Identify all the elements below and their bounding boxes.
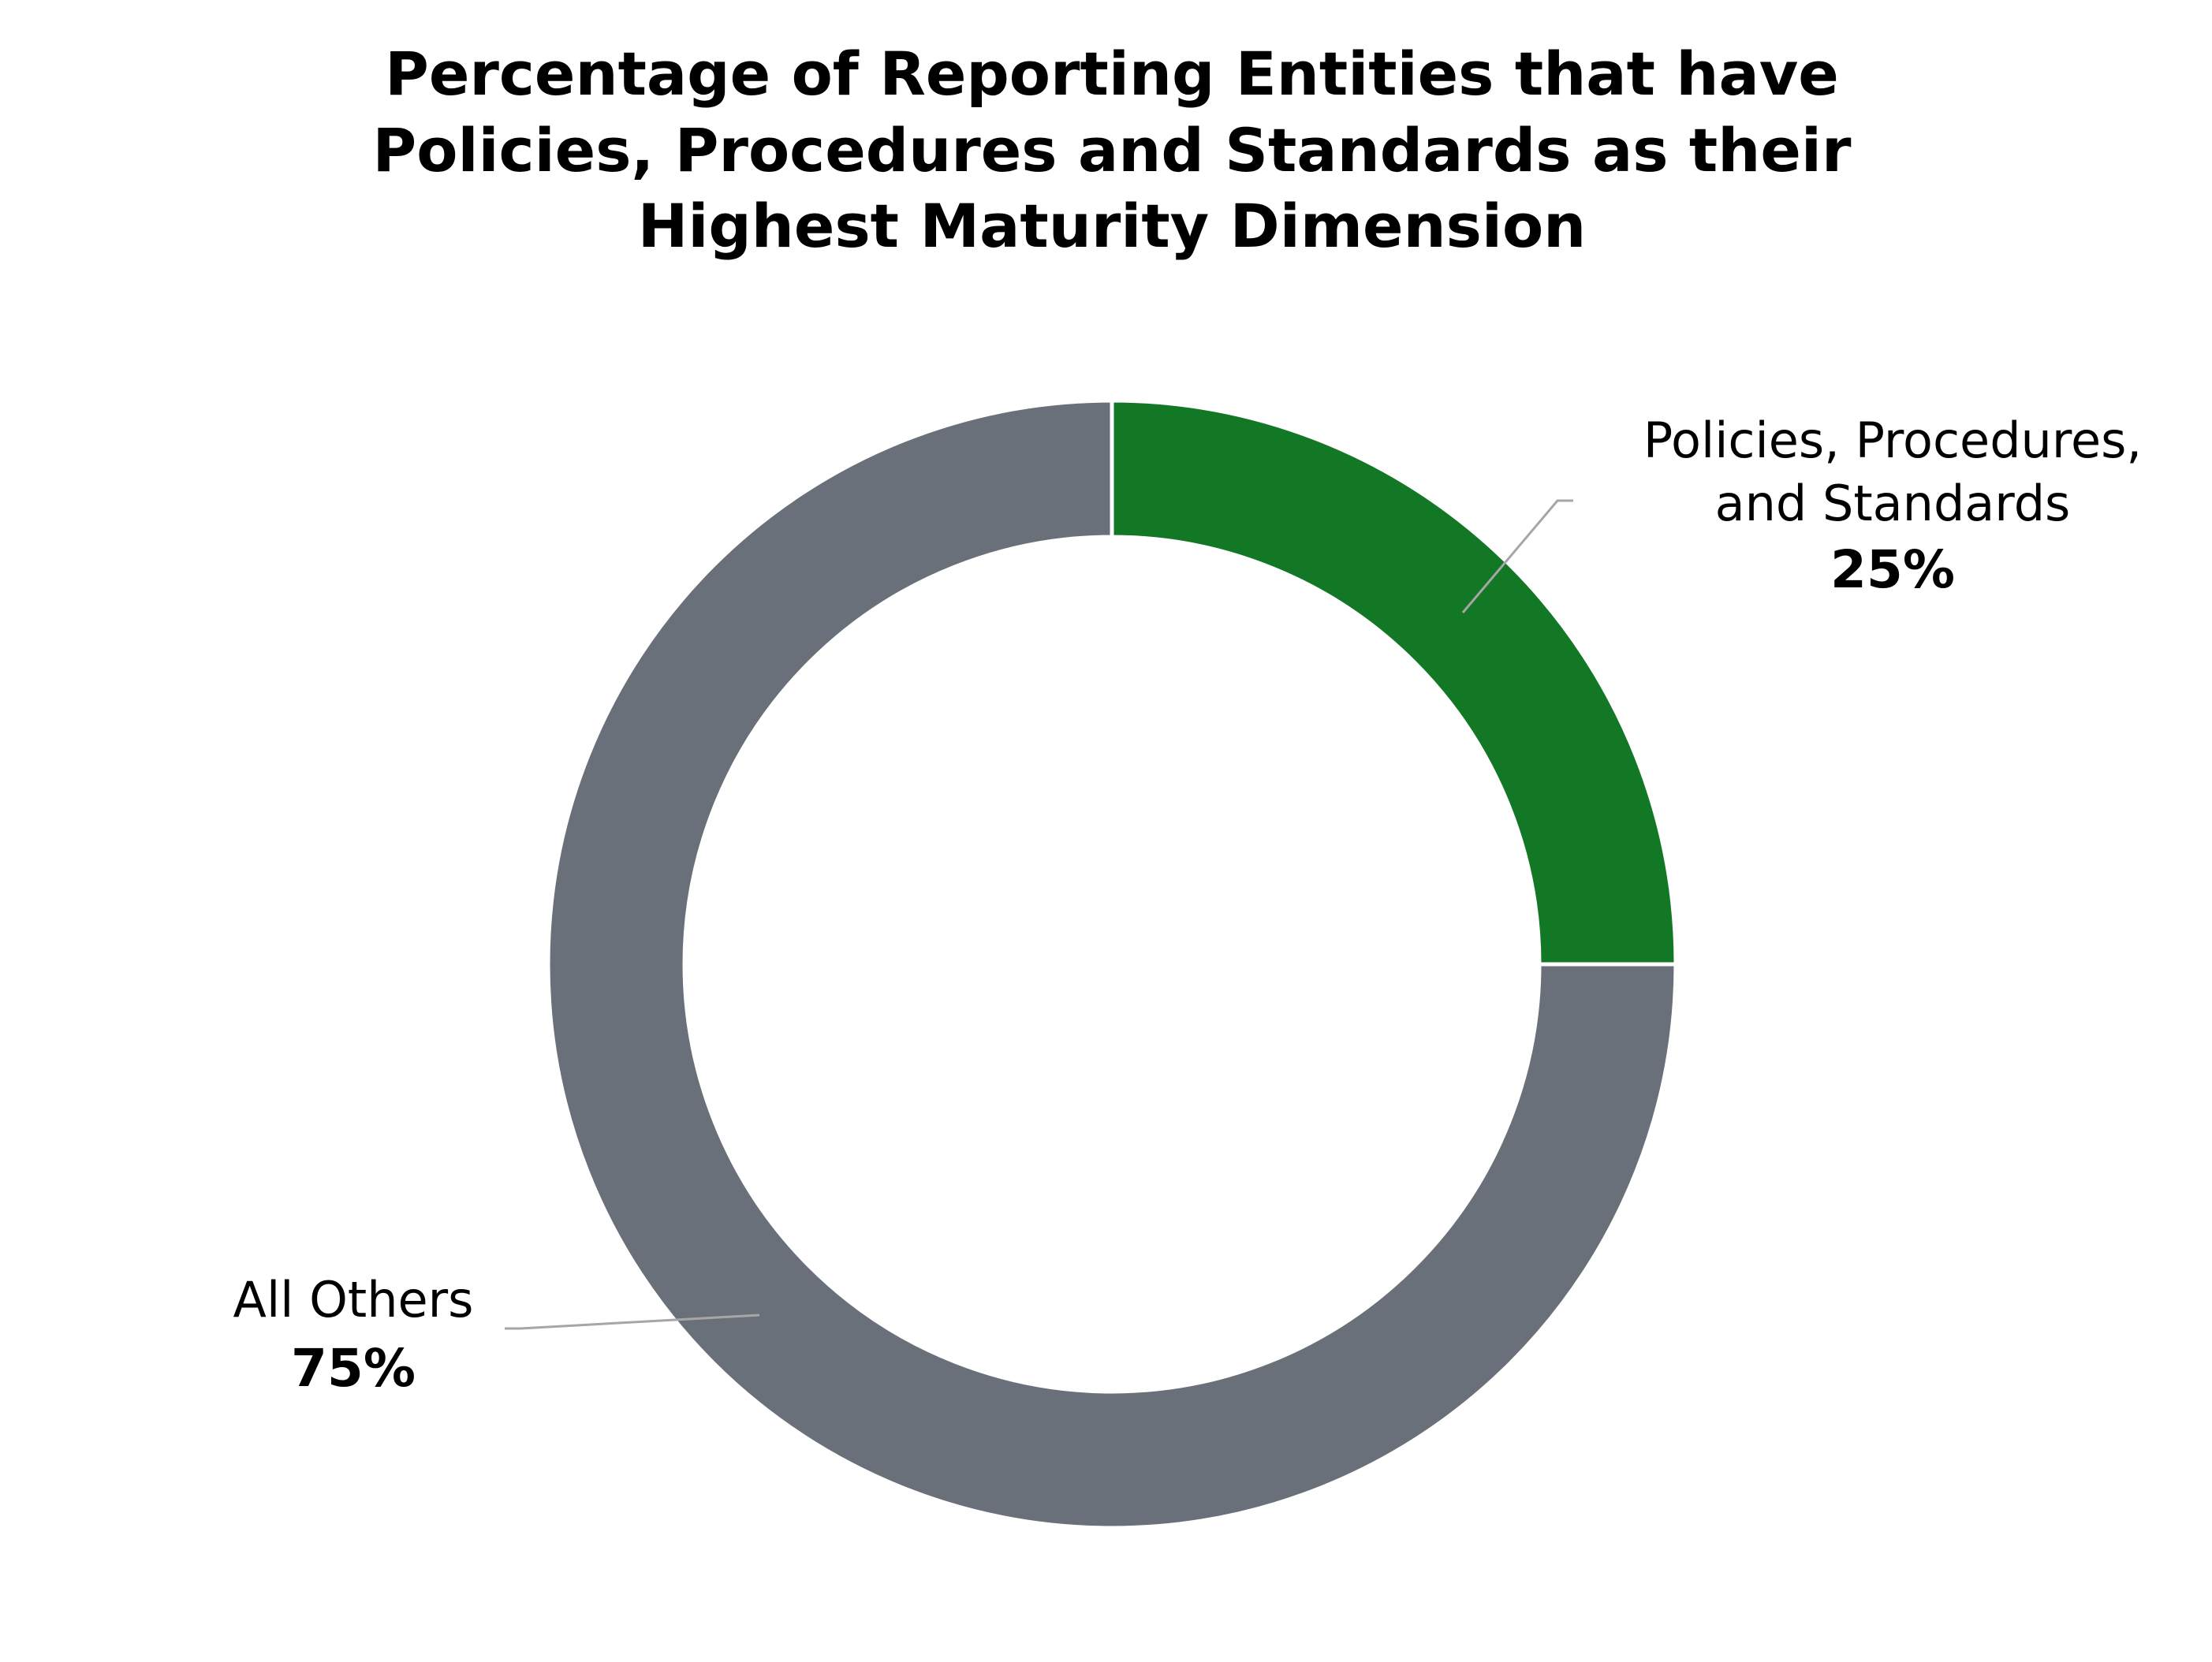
slice-label-all-others: All Others 75% [233,1271,760,1399]
donut-slice-policies [1110,398,1678,967]
chart-title-line-3: Highest Maturity Dimension [638,191,1587,261]
slice-value-policies: 25% [1830,539,1955,600]
chart-title-line-1: Percentage of Reporting Entities that ha… [385,39,1839,109]
leader-line-policies [1461,499,1573,613]
leader-line-all-others [505,1314,760,1330]
slice-value-all-others: 75% [291,1338,416,1399]
slice-label-policies-line-1: Policies, Procedures, [1643,412,2142,469]
donut-slices [546,398,1678,1530]
slice-label-policies: Policies, Procedures, and Standards 25% [1461,412,2142,613]
donut-slice-all-others [546,398,1678,1530]
slice-label-policies-line-2: and Standards [1715,475,2071,532]
chart-title-line-2: Policies, Procedures and Standards as th… [373,115,1852,185]
slice-label-all-others-line-1: All Others [233,1271,474,1328]
chart-title: Percentage of Reporting Entities that ha… [373,39,1852,261]
